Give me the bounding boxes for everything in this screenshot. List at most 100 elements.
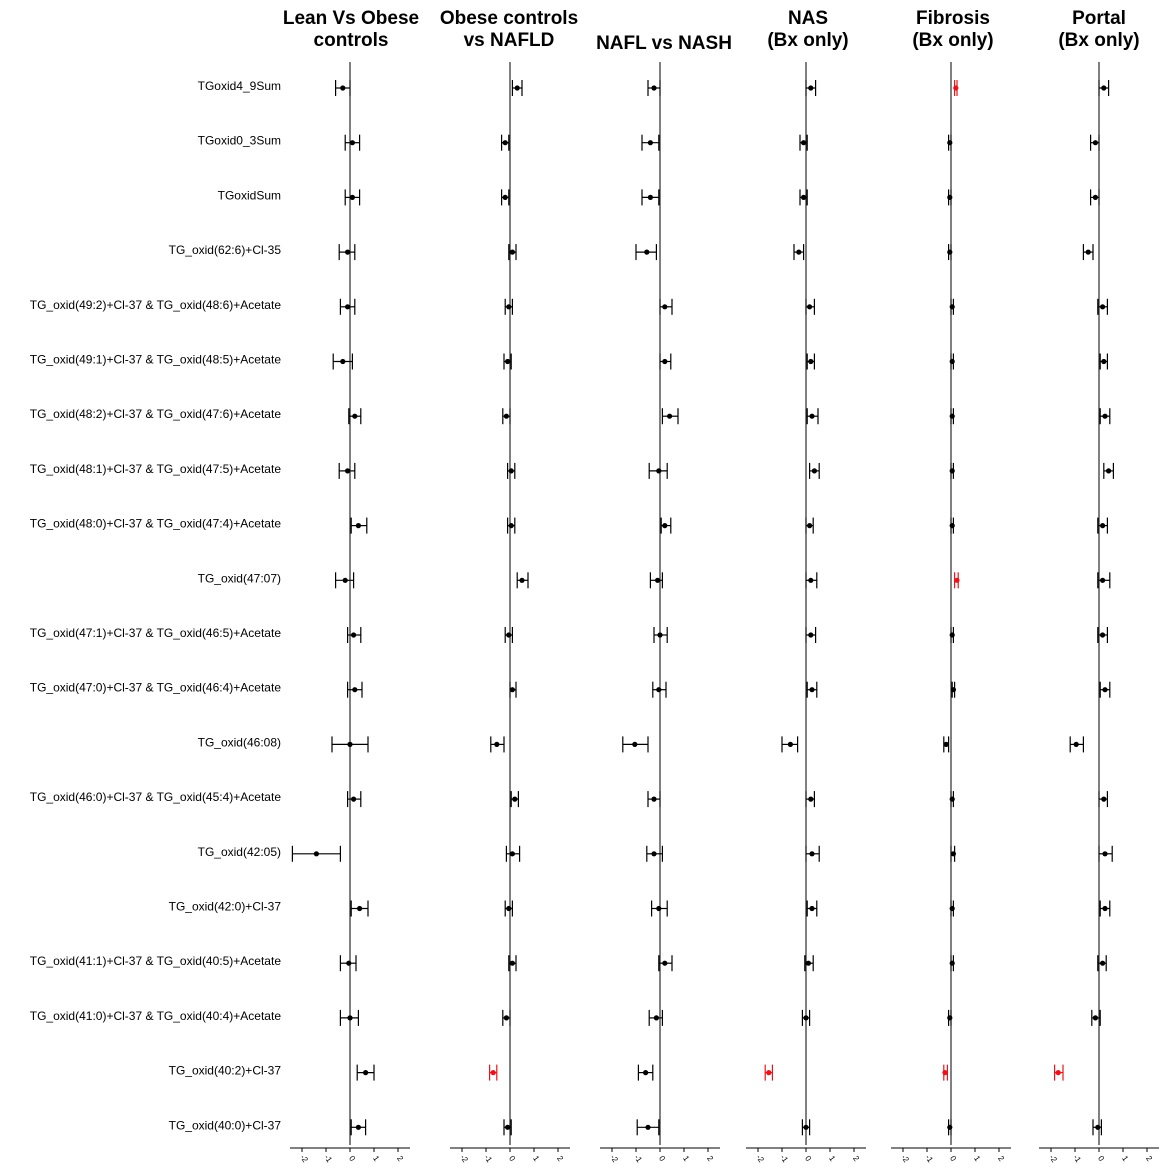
row-label: TG_oxid(48:0)+Cl-37 & TG_oxid(47:4)+Acet… (30, 517, 282, 531)
estimate-row (622, 736, 649, 753)
estimate-row (1082, 244, 1094, 261)
estimate-row (641, 189, 660, 206)
point-estimate (506, 905, 512, 912)
x-tick-label: -1 (1071, 1153, 1083, 1164)
estimate-row (510, 791, 520, 808)
estimate-row (805, 791, 816, 808)
estimate-row (636, 1119, 660, 1136)
estimate-row (344, 134, 361, 151)
row-label: TG_oxid(48:1)+Cl-37 & TG_oxid(47:5)+Acet… (30, 462, 282, 476)
point-estimate (502, 140, 508, 146)
panel-5: Fibrosis(Bx only) -2 -1 0 1 2 (891, 8, 1011, 1165)
estimate-row (635, 244, 658, 261)
point-estimate (808, 632, 814, 638)
estimate-row (949, 353, 955, 370)
point-estimate (809, 413, 815, 419)
estimate-row (1099, 408, 1111, 425)
point-estimate (340, 85, 346, 91)
row-label: TG_oxid(48:2)+Cl-37 & TG_oxid(47:6)+Acet… (30, 407, 282, 421)
point-estimate (1100, 304, 1106, 310)
point-estimate (355, 523, 361, 529)
point-estimate (1100, 523, 1106, 529)
point-estimate (803, 1015, 809, 1021)
x-tick-label: 2 (851, 1154, 861, 1163)
point-estimate (1102, 905, 1108, 912)
point-estimate (1095, 1124, 1101, 1130)
point-estimate (805, 960, 812, 966)
point-estimate (494, 741, 500, 748)
point-estimate (949, 413, 955, 419)
estimate-row (331, 736, 369, 753)
point-estimate (807, 523, 813, 529)
point-estimate (655, 577, 661, 583)
x-tick-label: -2 (754, 1153, 766, 1164)
point-estimate (651, 851, 657, 857)
row-label: TG_oxid(42:0)+Cl-37 (169, 900, 282, 914)
point-estimate (349, 194, 355, 200)
x-tick-label: -2 (458, 1153, 470, 1164)
estimate-row (1089, 134, 1100, 151)
estimate-row (1097, 517, 1109, 534)
point-estimate (345, 249, 351, 255)
panel-title-line: vs NAFLD (464, 30, 555, 51)
estimate-row (953, 572, 960, 589)
point-estimate (502, 194, 508, 200)
point-estimate (949, 632, 955, 638)
point-estimate (357, 905, 363, 912)
estimate-row (350, 517, 368, 534)
point-estimate (1085, 249, 1091, 255)
estimate-row (806, 681, 818, 698)
estimate-row (291, 845, 341, 862)
estimate-row (658, 955, 673, 972)
point-estimate (1101, 85, 1107, 91)
x-tick-label: 0 (1096, 1154, 1106, 1163)
estimate-row (508, 244, 517, 261)
estimate-row (804, 955, 814, 972)
point-estimate (509, 687, 515, 693)
estimate-row (1103, 462, 1115, 479)
point-estimate (947, 1015, 953, 1021)
estimate-row (805, 572, 818, 589)
estimate-row (516, 572, 529, 589)
estimate-row (1097, 572, 1111, 589)
point-estimate (632, 741, 638, 748)
x-tick-label: 2 (555, 1154, 565, 1163)
row-label: TG_oxid(49:2)+Cl-37 & TG_oxid(48:6)+Acet… (30, 298, 282, 312)
x-tick-label: 1 (972, 1154, 982, 1163)
estimate-row (950, 681, 957, 698)
point-estimate (503, 1015, 509, 1021)
estimate-row (648, 1009, 664, 1026)
point-estimate (347, 741, 353, 748)
point-estimate (1102, 413, 1108, 419)
point-estimate (662, 960, 668, 966)
estimate-row (801, 1119, 811, 1136)
point-estimate (950, 687, 957, 693)
estimate-row (805, 627, 817, 643)
point-estimate (809, 687, 815, 693)
point-estimate (796, 249, 802, 255)
estimate-row (348, 408, 362, 425)
estimate-row (949, 298, 955, 315)
x-tick-label: -1 (632, 1153, 644, 1164)
x-tick-label: -2 (1047, 1153, 1059, 1164)
point-estimate (506, 632, 512, 638)
estimate-row (501, 189, 510, 206)
estimate-row (781, 736, 799, 753)
estimate-row (653, 627, 668, 643)
point-estimate (512, 796, 518, 802)
estimate-row (649, 572, 664, 589)
point-estimate (1055, 1070, 1061, 1076)
estimate-row (1098, 845, 1113, 862)
estimate-row (335, 572, 355, 589)
estimate-row (799, 189, 808, 206)
x-tick-label: -2 (608, 1153, 620, 1164)
point-estimate (505, 1124, 511, 1130)
point-estimate (1106, 468, 1112, 474)
x-tick-label: -1 (482, 1153, 494, 1164)
point-estimate (645, 1124, 651, 1130)
point-estimate (340, 358, 346, 365)
estimate-row (947, 189, 953, 206)
point-estimate (351, 796, 357, 802)
point-estimate (949, 960, 955, 966)
